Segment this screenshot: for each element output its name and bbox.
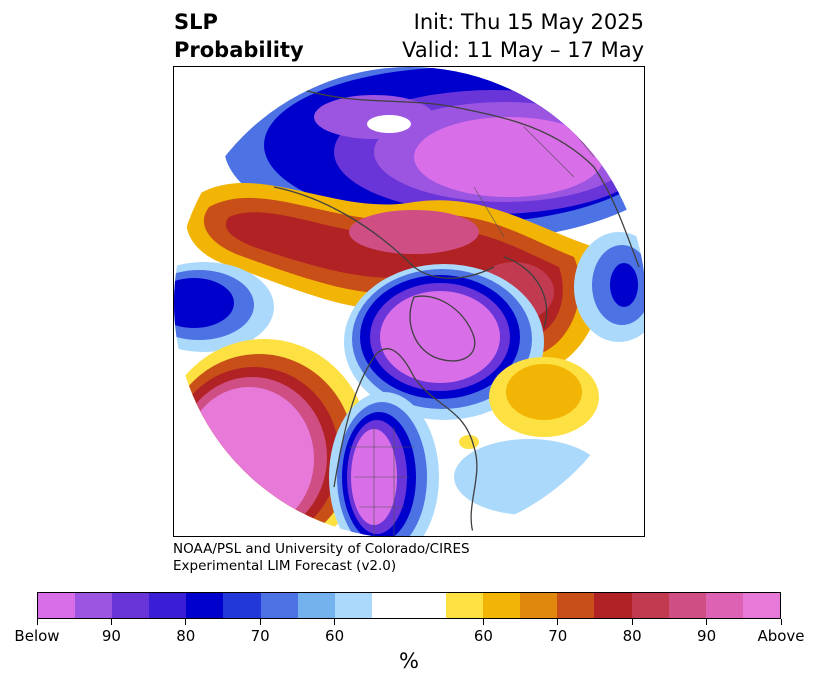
colorbar-tick-label: 60 [473,627,493,645]
colorbar-cell [223,593,261,618]
colorbar-cell [75,593,113,618]
colorbar-tick [185,619,187,625]
init-date: Init: Thu 15 May 2025 [413,10,644,34]
colorbar-cell [186,593,224,618]
colorbar-cell [297,593,335,618]
colorbar-cell [38,593,76,618]
colorbar-tick [631,619,633,625]
colorbar-cell [446,593,484,618]
variable-title: SLP Probability [174,8,304,64]
colorbar-tick-label: 70 [548,627,568,645]
colorbar-tick-label: 80 [176,627,196,645]
colorbar-cell [483,593,521,618]
colorbar-cell [112,593,150,618]
colorbar-cell [742,593,780,618]
valid-range: Valid: 11 May – 17 May [402,38,644,62]
colorbar-cell [371,593,409,618]
colorbar-cell [705,593,743,618]
colorbar [37,592,781,619]
colorbar-tick-label: 80 [622,627,642,645]
colorbar-cell [557,593,595,618]
eurasia-below-core [414,117,604,197]
colorbar-tick [259,619,261,625]
colorbar-tick [557,619,559,625]
colorbar-tick [780,619,782,625]
colorbar-tick [110,619,112,625]
colorbar-cell [149,593,187,618]
coastlines [273,86,640,536]
colorbar-cell [594,593,632,618]
credit-line2: Experimental LIM Forecast (v2.0) [173,558,397,574]
colorbar-cell [260,593,298,618]
colorbar-tick [482,619,484,625]
date-title: Init: Thu 15 May 2025 Valid: 11 May – 17… [402,8,644,64]
colorbar-tick-label: 90 [101,627,121,645]
credit-line1: NOAA/PSL and University of Colorado/CIRE… [173,541,470,557]
colorbar-cell [631,593,669,618]
colorbar-cell [408,593,447,618]
variable-title-line1: SLP [174,10,218,34]
colorbar-unit: % [399,649,419,673]
credit-text: NOAA/PSL and University of Colorado/CIRE… [173,541,470,575]
colorbar-tick-label: 60 [325,627,345,645]
map-svg [174,67,644,536]
colorbar-tick [706,619,708,625]
north-atlantic-below-core [380,291,500,383]
colorbar-tick [36,619,38,625]
colorbar-tick-label: Below [14,627,60,645]
pacific-above-core [184,387,314,531]
colorbar-cell [334,593,372,618]
colorbar-cell [520,593,558,618]
variable-title-line2: Probability [174,38,304,62]
colorbar-cell [668,593,706,618]
colorbar-tick [334,619,336,625]
colorbar-tick-label: 90 [697,627,717,645]
colorbar-tick-label: Above [757,627,805,645]
colorbar-tick-label: 70 [250,627,270,645]
forecast-map [173,66,645,537]
